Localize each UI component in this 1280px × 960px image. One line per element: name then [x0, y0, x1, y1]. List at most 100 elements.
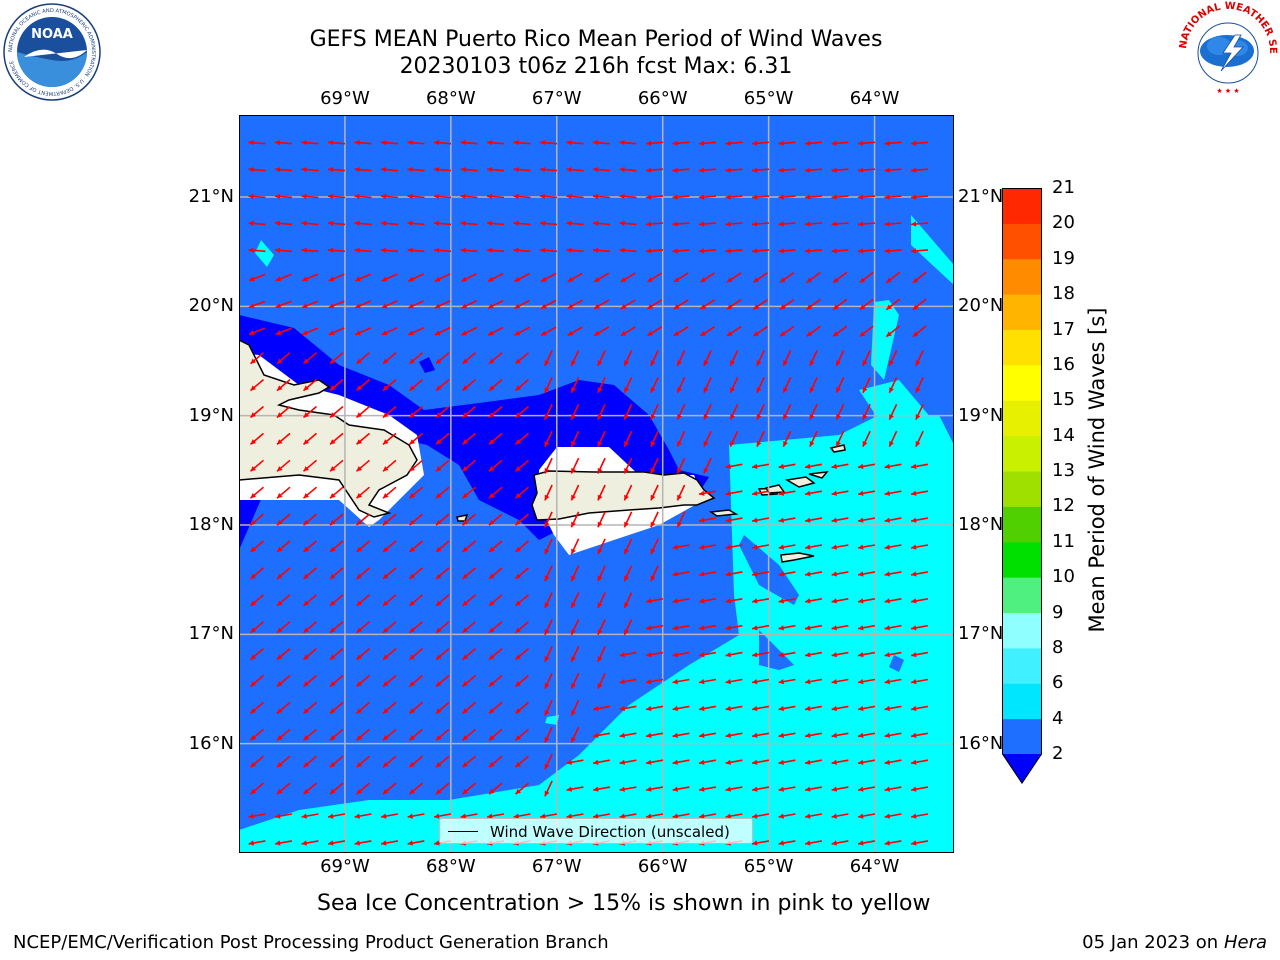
- wind-arrow-head: [409, 466, 415, 472]
- wind-arrow-head: [725, 598, 731, 604]
- wind-arrow-head: [436, 681, 442, 687]
- noaa-logo-text: NOAA: [31, 27, 73, 42]
- wind-arrow-head: [330, 546, 336, 552]
- wind-arrow-head: [489, 385, 495, 391]
- wind-arrow-head: [409, 681, 415, 687]
- wind-arrow-head: [328, 220, 334, 226]
- wind-arrow-head: [303, 654, 309, 660]
- wind-arrow-head: [597, 467, 603, 474]
- wind-arrow-head: [301, 813, 307, 819]
- wind-arrow-head: [884, 705, 890, 712]
- wind-arrow-head: [831, 598, 837, 604]
- wind-arrow-head: [624, 548, 629, 555]
- wind-arrow-head: [858, 840, 864, 846]
- wind-arrow-head: [647, 277, 653, 282]
- wind-arrow-head: [677, 467, 682, 474]
- wind-arrow-head: [858, 759, 864, 765]
- wind-arrow-head: [647, 304, 653, 309]
- wind-arrow-head: [778, 759, 784, 765]
- wind-arrow-head: [436, 600, 442, 606]
- wind-arrow-head: [489, 466, 495, 472]
- wind-arrow-head: [301, 167, 307, 173]
- wind-arrow-head: [831, 544, 837, 550]
- wind-arrow-head: [248, 840, 254, 846]
- svg-text:★ ★ ★: ★ ★ ★: [1216, 87, 1239, 95]
- wind-arrow-head: [780, 304, 786, 310]
- wind-arrow-head: [752, 517, 758, 523]
- wind-arrow-head: [858, 705, 864, 712]
- wind-arrow-head: [805, 598, 811, 604]
- colorbar-band: [1002, 188, 1042, 224]
- wind-arrow-head: [383, 412, 389, 418]
- wind-arrow-head: [624, 387, 629, 393]
- wind-arrow-head: [436, 466, 442, 472]
- wind-arrow-head: [650, 467, 656, 474]
- puerto-rico-land: [531, 470, 716, 521]
- footer-credit: NCEP/EMC/Verification Post Processing Pr…: [13, 932, 609, 953]
- wind-arrow-head: [356, 600, 362, 606]
- wind-arrow-head: [725, 705, 731, 712]
- wind-arrow-head: [487, 193, 493, 200]
- wind-arrow-head: [248, 193, 254, 200]
- wind-arrow-head: [409, 735, 415, 741]
- wind-arrow-head: [515, 762, 521, 768]
- wind-arrow-head: [303, 385, 309, 391]
- wind-arrow-head: [619, 759, 625, 765]
- wind-arrow-head: [544, 414, 550, 420]
- wind-arrow-head: [407, 840, 413, 846]
- wind-arrow-head: [805, 248, 811, 254]
- wind-arrow-head: [249, 330, 255, 335]
- colorbar-tick-label: 16: [1052, 353, 1075, 375]
- wind-arrow-head: [356, 385, 362, 391]
- wind-arrow-head: [275, 140, 281, 146]
- wind-arrow-head: [646, 679, 652, 685]
- wind-arrow-head: [911, 248, 917, 254]
- wind-arrow-head: [699, 490, 705, 496]
- lon-tick-label: 69°W: [320, 856, 370, 877]
- wind-arrow-head: [515, 788, 521, 795]
- lat-tick-label: 20°N: [958, 295, 1004, 317]
- wind-arrow-head: [328, 840, 334, 846]
- wind-arrow-head: [462, 493, 468, 499]
- wind-arrow-head: [248, 247, 254, 253]
- wind-arrow-head: [756, 360, 762, 366]
- wind-arrow-head: [806, 277, 813, 283]
- wind-arrow-head: [489, 546, 495, 552]
- wind-arrow-head: [859, 277, 866, 283]
- wind-arrow-head: [301, 247, 307, 253]
- wind-arrow-head: [778, 221, 784, 227]
- wind-arrow-head: [515, 358, 521, 364]
- lat-tick-label: 18°N: [188, 514, 234, 535]
- wind-arrow-head: [703, 441, 709, 447]
- wind-arrow-head: [752, 759, 758, 765]
- wind-arrow-head: [831, 221, 837, 227]
- wind-arrow-head: [597, 494, 603, 501]
- wind-arrow-head: [647, 330, 653, 336]
- wind-arrow-head: [725, 813, 731, 819]
- wind-arrow-head: [597, 602, 603, 608]
- wind-arrow-head: [514, 303, 521, 309]
- wind-arrow-head: [836, 387, 841, 393]
- wind-arrow-head: [515, 573, 521, 579]
- wind-arrow-head: [593, 705, 599, 712]
- wind-arrow-head: [328, 276, 335, 282]
- wind-arrow-head: [330, 788, 336, 795]
- wind-arrow-head: [249, 276, 255, 282]
- wind-arrow-head: [833, 277, 839, 283]
- noaa-logo: NOAA NATIONAL OCEANIC AND ATMOSPHERIC AD…: [3, 3, 101, 101]
- wind-arrow-head: [407, 247, 413, 253]
- wind-arrow-head: [566, 247, 572, 253]
- wind-arrow-head: [725, 625, 731, 631]
- wind-arrow-head: [593, 759, 599, 765]
- wind-arrow-head: [911, 598, 917, 604]
- wind-arrow-head: [912, 277, 919, 283]
- wind-arrow-head: [330, 412, 336, 418]
- wind-arrow-head: [275, 840, 281, 846]
- wind-arrow-head: [806, 331, 813, 337]
- wind-arrow-head: [250, 493, 256, 499]
- wind-arrow-head: [383, 762, 389, 768]
- wind-arrow-head: [407, 813, 413, 819]
- wind-arrow-head: [884, 759, 890, 765]
- wind-arrow-head: [911, 140, 917, 146]
- wind-arrow-head: [650, 441, 656, 447]
